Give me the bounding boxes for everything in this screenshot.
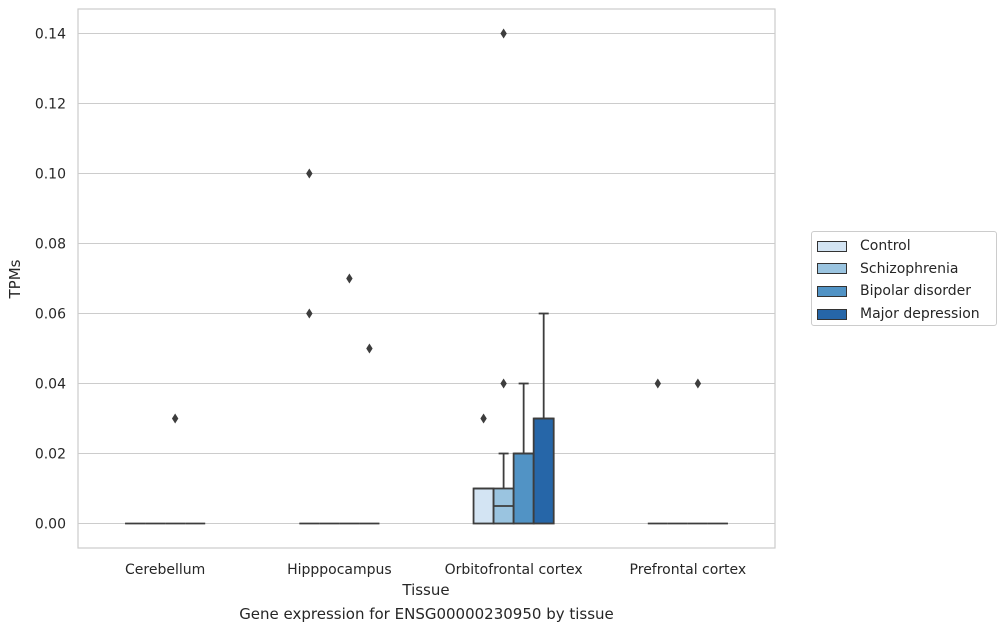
outlier-point xyxy=(694,378,702,389)
y-tick-label: 0.08 xyxy=(35,237,66,253)
legend-label: Control xyxy=(860,238,911,255)
x-axis-ticks: Cerebellum Hipppocampus Orbitofrontal cort… xyxy=(125,562,746,578)
legend-item: Bipolar disorder xyxy=(817,280,996,303)
y-tick-label: 0.06 xyxy=(35,307,66,323)
y-axis-label: TPMs xyxy=(6,259,24,299)
box-bipolar-disorder xyxy=(512,382,535,525)
box-control xyxy=(472,413,495,525)
legend-label: Major depression xyxy=(860,306,980,323)
box-control xyxy=(647,378,668,525)
legend-label: Bipolar disorder xyxy=(860,283,972,300)
box-major-depression xyxy=(532,312,555,525)
legend-swatch xyxy=(817,263,847,275)
gridlines xyxy=(78,33,775,524)
box-body xyxy=(472,487,495,525)
x-tick-label: Hipppocampus xyxy=(287,562,392,578)
y-tick-label: 0.04 xyxy=(35,377,66,393)
x-axis-label: Tissue xyxy=(401,581,449,599)
x-tick-label: Prefrontal cortex xyxy=(630,562,747,578)
x-tick-label: Orbitofrontal cortex xyxy=(445,562,583,578)
box-bipolar-disorder xyxy=(165,413,186,525)
y-tick-label: 0.02 xyxy=(35,447,66,463)
plot-area xyxy=(125,28,728,525)
box-major-depression xyxy=(359,343,380,525)
outlier-point xyxy=(500,378,507,389)
legend-item: Control xyxy=(817,235,996,258)
outlier-point xyxy=(500,28,507,39)
y-tick-label: 0.12 xyxy=(35,97,66,113)
y-axis-ticks: 0.00 0.02 0.04 0.06 0.08 0.10 0.12 0.14 xyxy=(35,27,66,533)
outlier-point xyxy=(171,413,179,424)
legend: Control Schizophrenia Bipolar disorder Majo… xyxy=(811,231,997,326)
outlier-point xyxy=(654,378,662,389)
y-tick-label: 0.00 xyxy=(35,517,66,533)
outlier-point xyxy=(480,413,487,424)
box-body xyxy=(512,452,535,525)
legend-swatch xyxy=(817,240,847,252)
legend-swatch xyxy=(817,308,847,320)
legend-item: Schizophrenia xyxy=(817,258,996,281)
box-body xyxy=(532,417,555,525)
chart-caption: Gene expression for ENSG00000230950 by t… xyxy=(239,605,614,623)
box-bipolar-disorder xyxy=(687,378,708,525)
y-tick-label: 0.10 xyxy=(35,167,66,183)
legend-swatch xyxy=(817,285,847,297)
outlier-point xyxy=(346,273,353,284)
axes-border xyxy=(77,8,776,549)
outlier-point xyxy=(306,168,313,179)
box-schizophrenia xyxy=(492,28,515,525)
legend-item: Major depression xyxy=(817,303,996,326)
legend-label: Schizophrenia xyxy=(860,260,959,277)
outlier-point xyxy=(306,308,313,319)
y-tick-label: 0.14 xyxy=(35,27,66,43)
box-control xyxy=(299,168,320,525)
box-bipolar-disorder xyxy=(339,273,360,525)
x-tick-label: Cerebellum xyxy=(125,562,205,578)
outlier-point xyxy=(366,343,373,354)
axes-frame xyxy=(77,8,776,549)
